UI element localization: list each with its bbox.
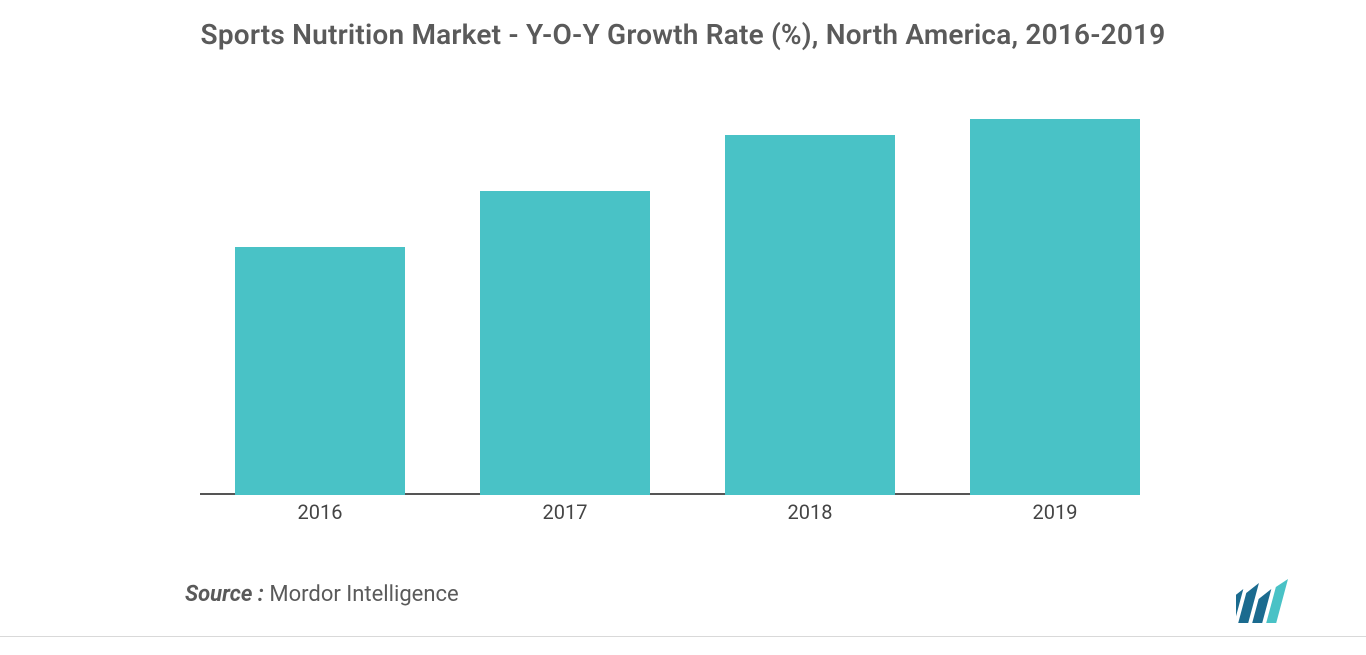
x-axis-label: 2019 — [970, 500, 1140, 524]
source-attribution: Source : Mordor Intelligence — [185, 582, 459, 607]
bar — [725, 135, 895, 495]
chart-plot-area — [200, 95, 1130, 495]
x-axis-label: 2018 — [725, 500, 895, 524]
chart-title: Sports Nutrition Market - Y-O-Y Growth R… — [0, 0, 1366, 51]
x-axis-label: 2017 — [480, 500, 650, 524]
bar — [480, 191, 650, 495]
footer-divider — [0, 636, 1366, 637]
source-value: Mordor Intelligence — [269, 582, 458, 607]
logo-bars — [1236, 579, 1288, 623]
mordor-logo-icon — [1236, 579, 1306, 623]
x-axis-labels: 2016201720182019 — [200, 500, 1130, 530]
x-axis-label: 2016 — [235, 500, 405, 524]
bar — [235, 247, 405, 495]
source-label: Source : — [185, 582, 264, 607]
bar — [970, 119, 1140, 495]
